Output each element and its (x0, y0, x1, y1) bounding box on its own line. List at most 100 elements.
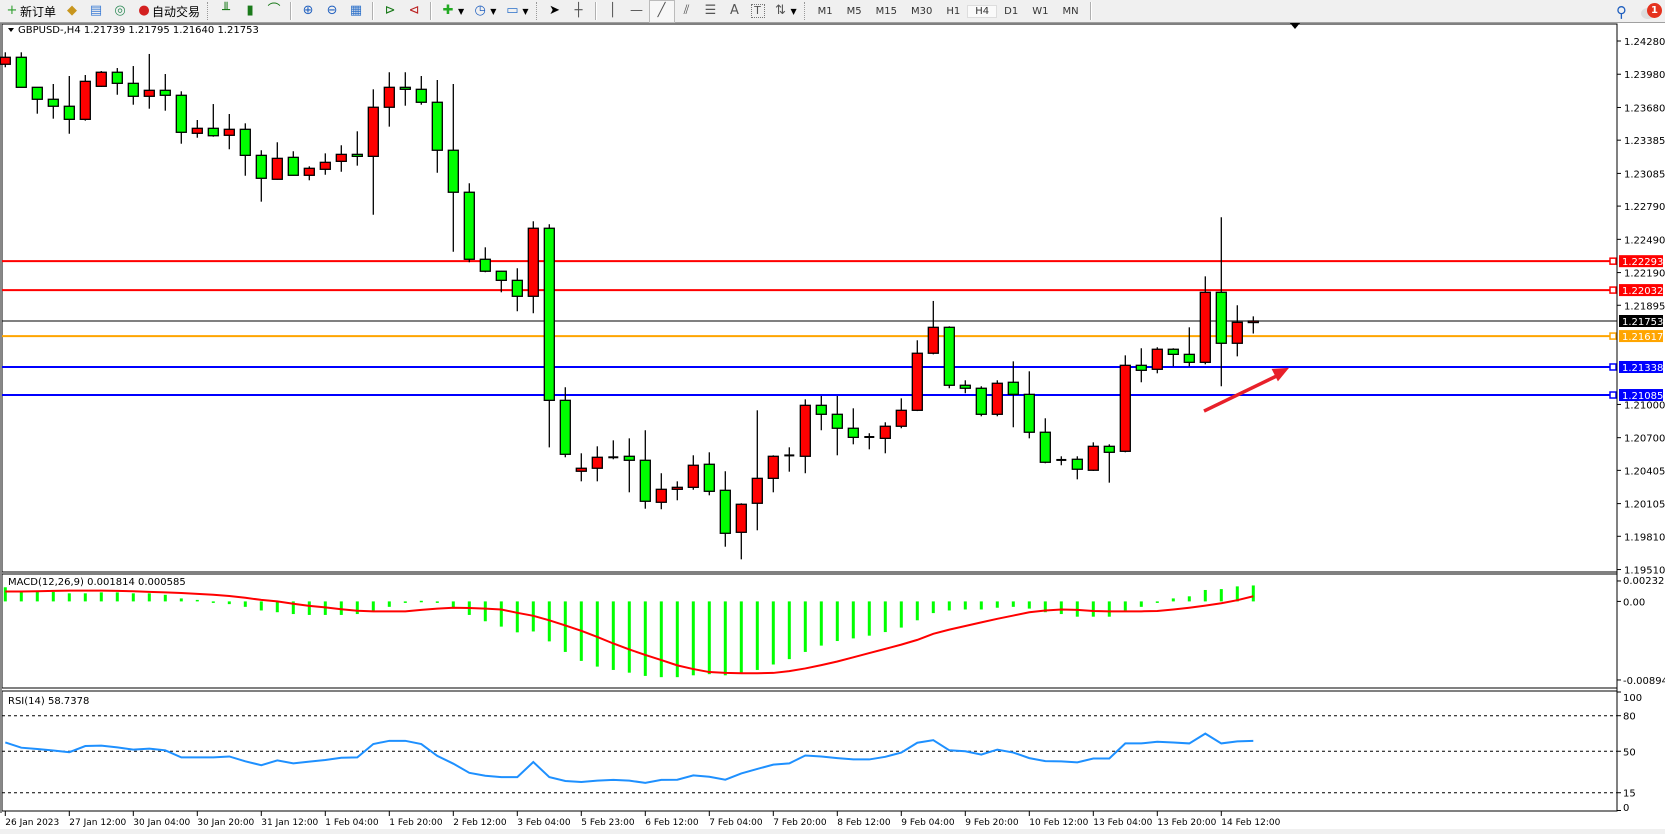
line-anchor-handle[interactable] (1609, 391, 1617, 399)
candle-body (1167, 348, 1179, 356)
fibonacci-button[interactable]: ☰ (699, 1, 723, 22)
macd-histogram-bar (915, 601, 919, 621)
tile-windows-button[interactable]: ▦ (344, 1, 368, 22)
auto-trading-icon: ● (138, 3, 150, 18)
price-label: 1.21085 (1622, 391, 1663, 402)
line-anchor-handle[interactable] (1609, 257, 1617, 265)
rsi-tick-label: 80 (1623, 712, 1636, 723)
cursor-button[interactable]: ➤ (543, 1, 567, 22)
macd-histogram-bar (755, 601, 759, 670)
timeframe-m1[interactable]: M1 (817, 5, 833, 17)
candle-body (15, 56, 27, 88)
candle (815, 396, 827, 431)
price-tick-label: 1.21895 (1624, 301, 1665, 312)
line-chart-button[interactable]: ⌒ (262, 1, 286, 22)
line-anchor-handle[interactable] (1609, 363, 1617, 371)
candle-body (159, 89, 171, 96)
periodicity-button[interactable]: ◷ ▼ (468, 1, 500, 22)
candle (799, 399, 811, 474)
time-tick-label: 13 Feb 04:00 (1093, 818, 1152, 828)
new-order-button[interactable]: + 新订单 (0, 1, 60, 22)
indicators-button[interactable]: ✚ ▼ (436, 1, 468, 22)
chevron-down-icon: ▼ (458, 6, 465, 16)
timeframe-m5[interactable]: M5 (846, 5, 862, 17)
zoom-out-button[interactable]: ⊖ (320, 1, 344, 22)
toolbar-grip[interactable] (803, 2, 808, 20)
timeframe-d1[interactable]: D1 (1004, 5, 1019, 17)
macd-histogram-bar (899, 601, 903, 628)
horizontal-line-button[interactable]: — (625, 1, 649, 22)
signals-button[interactable]: ◎ (108, 1, 132, 22)
candle (0, 52, 11, 68)
macd-histogram-bar (131, 593, 135, 602)
candle-body (559, 399, 571, 455)
bar-chart-button[interactable]: ╨ (214, 1, 238, 22)
text-label-button[interactable]: T (747, 1, 769, 22)
candle-body (1151, 348, 1163, 370)
candle (527, 221, 539, 314)
candle-body (671, 486, 683, 490)
candle-body (207, 127, 219, 137)
price-label: 1.21338 (1622, 363, 1663, 374)
price-tick-label: 1.20105 (1624, 500, 1665, 511)
equidistant-channel-button[interactable]: ⫽ (675, 1, 699, 22)
macd-histogram-bar (1187, 596, 1191, 602)
chart-shift-button[interactable]: ⊲ (402, 1, 426, 22)
time-tick-label: 13 Feb 20:00 (1157, 818, 1216, 828)
trendline-button[interactable]: ╱ (648, 0, 675, 23)
macd-histogram-bar (979, 601, 983, 610)
chart-area[interactable]: GBPUSD-,H4 1.21739 1.21795 1.21640 1.217… (0, 23, 1665, 834)
arrows-button[interactable]: ⇅ ▼ (769, 1, 801, 22)
arrow-head-icon (1271, 367, 1289, 382)
candlestick-chart-button[interactable]: ▮ (238, 1, 262, 22)
macd-histogram-bar (1011, 601, 1015, 607)
search-icon[interactable]: ⚲ (1616, 2, 1627, 21)
candle (47, 83, 59, 119)
time-tick-label: 26 Jan 2023 (5, 818, 59, 828)
auto-trading-button[interactable]: ● 自动交易 (132, 1, 204, 22)
toolbar-grip[interactable] (207, 2, 211, 20)
candle (79, 75, 91, 121)
candle (991, 380, 1003, 417)
market-watch-button[interactable]: ◆ (60, 1, 84, 22)
time-tick-label: 7 Feb 04:00 (709, 818, 763, 828)
auto-scroll-button[interactable]: ⊳ (378, 1, 402, 22)
macd-tick-label: 0.002326 (1623, 576, 1665, 587)
timeframe-h4[interactable]: H4 (967, 4, 998, 18)
templates-button[interactable]: ▭ ▼ (500, 1, 532, 22)
toolbar: + 新订单 ◆ ▤ ◎ ● 自动交易 ╨ ▮ ⌒ ⊕ ⊖ ▦ ⊳ ⊲ ✚ ▼ ◷ ▼ ▭… (0, 0, 1665, 23)
candle-body (575, 467, 587, 472)
timeframe-mn[interactable]: MN (1062, 5, 1079, 17)
candle (1023, 371, 1035, 439)
data-window-button[interactable]: ▤ (84, 1, 108, 22)
candle (831, 396, 843, 456)
macd-histogram-bar (707, 601, 711, 675)
candle (127, 66, 139, 105)
timeframe-m15[interactable]: M15 (875, 5, 898, 17)
timeframe-h1[interactable]: H1 (946, 5, 961, 17)
timeframe-w1[interactable]: W1 (1032, 5, 1049, 17)
line-anchor-handle[interactable] (1609, 286, 1617, 294)
vertical-line-button[interactable]: │ (601, 1, 625, 22)
crosshair-button[interactable]: ┼ (567, 1, 591, 22)
macd-histogram-bar (1155, 601, 1159, 603)
timeframe-m30[interactable]: M30 (911, 5, 933, 17)
macd-histogram-bar (723, 601, 727, 676)
price-tick-label: 1.23385 (1624, 136, 1665, 147)
separator (1089, 2, 1092, 20)
notifications-button[interactable]: 1 (1641, 2, 1662, 21)
time-tick-label: 6 Feb 12:00 (645, 818, 699, 828)
toolbar-grip[interactable] (535, 2, 540, 20)
zoom-in-button[interactable]: ⊕ (296, 1, 320, 22)
candle-body (95, 71, 107, 87)
new-order-icon: + (6, 3, 18, 18)
candle-body (703, 463, 715, 492)
macd-histogram-bar (643, 601, 647, 676)
price-label: 1.21617 (1622, 332, 1663, 343)
candle-body (543, 227, 555, 401)
clock-icon: ◷ (474, 3, 486, 18)
text-tool-button[interactable]: A (723, 1, 747, 22)
line-anchor-handle[interactable] (1609, 332, 1617, 340)
price-tick-label: 1.23085 (1624, 169, 1665, 180)
time-tick-label: 9 Feb 20:00 (965, 818, 1019, 828)
